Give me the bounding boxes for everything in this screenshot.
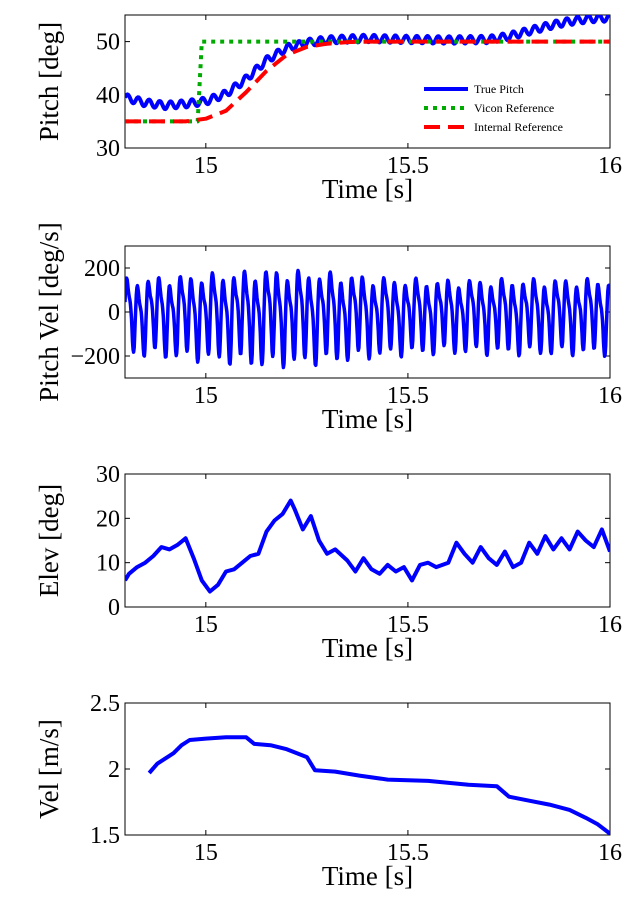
x-tick-label: 15 <box>194 840 218 866</box>
y-tick-label: 200 <box>84 256 120 282</box>
x-tick-label: 16 <box>598 153 622 179</box>
x-tick-label: 15.5 <box>387 612 429 638</box>
x-axis-label: Time [s] <box>322 861 413 891</box>
y-tick-label: 10 <box>96 551 120 577</box>
y-tick-label: −200 <box>70 344 120 370</box>
y-tick-label: 0 <box>108 595 120 621</box>
x-tick-label: 15 <box>194 612 218 638</box>
x-tick-label: 15 <box>194 153 218 179</box>
x-tick-label: 16 <box>598 840 622 866</box>
x-tick-label: 16 <box>598 612 622 638</box>
chart-panel-1: 15 15.5 16 30 40 50 Time [s] Pitch [deg] True Pi… <box>34 14 622 204</box>
chart-panel-2: 15 15.5 16 −200 0 200 Time [s] Pitch Vel [deg/s… <box>34 222 622 434</box>
y-tick-label: 0 <box>108 300 120 326</box>
legend-entry-1: True Pitch <box>474 82 524 96</box>
x-tick-label: 15.5 <box>387 383 429 409</box>
x-tick-label: 15.5 <box>387 840 429 866</box>
y-tick-label: 20 <box>96 506 120 532</box>
plot-area <box>124 473 611 608</box>
x-axis-label: Time [s] <box>322 174 413 204</box>
y-tick-label: 30 <box>96 462 120 488</box>
x-axis-label: Time [s] <box>322 404 413 434</box>
chart-panel-4: 15 15.5 16 1.5 2 2.5 Time [s] Vel [m/s] <box>34 691 622 891</box>
x-tick-label: 15 <box>194 383 218 409</box>
y-axis-label: Pitch [deg] <box>34 22 64 141</box>
plot-area <box>124 702 611 836</box>
chart-panel-3: 15 15.5 16 0 10 20 30 Time [s] Elev [deg] <box>34 462 622 663</box>
y-tick-label: 50 <box>96 30 120 56</box>
y-tick-label: 1.5 <box>90 823 120 849</box>
y-tick-label: 2 <box>108 757 120 783</box>
y-axis-label: Vel [m/s] <box>34 719 64 819</box>
series-line-3 <box>125 39 610 124</box>
y-tick-label: 30 <box>96 136 120 162</box>
y-tick-label: 2.5 <box>90 691 120 717</box>
x-tick-label: 15.5 <box>387 153 429 179</box>
legend: True Pitch Vicon Reference Internal Refere… <box>424 82 563 134</box>
y-axis-label: Pitch Vel [deg/s] <box>34 222 64 401</box>
legend-entry-2: Vicon Reference <box>474 101 554 115</box>
legend-entry-3: Internal Reference <box>474 120 563 134</box>
series-line-1 <box>147 735 610 835</box>
series-line-1 <box>125 268 610 370</box>
series-line-1 <box>125 498 610 594</box>
x-tick-label: 16 <box>598 383 622 409</box>
y-tick-label: 40 <box>96 83 120 109</box>
y-axis-label: Elev [deg] <box>34 484 64 597</box>
x-axis-label: Time [s] <box>322 633 413 663</box>
